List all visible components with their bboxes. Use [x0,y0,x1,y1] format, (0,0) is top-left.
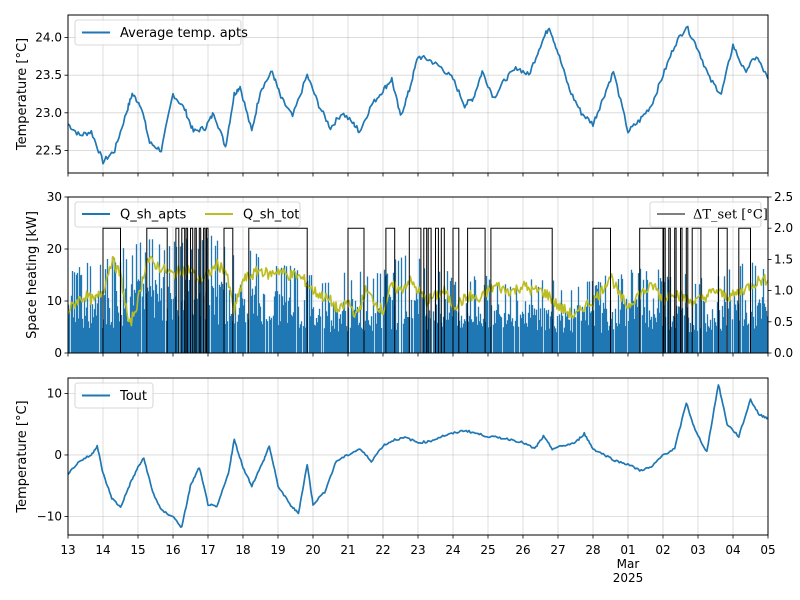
x-tick-label: 03 [690,543,705,557]
legend-frame [74,201,301,228]
y-tick-label: 23.0 [35,106,62,120]
x-tick-label: 01 [620,543,635,557]
x-tick-label: 28 [585,543,600,557]
y-tick-label: 24.0 [35,31,62,45]
x-tick-label: 21 [340,543,355,557]
x-tick-label: 19 [270,543,285,557]
y-tick-label: 22.5 [35,143,62,157]
y-tick-label: 20 [47,242,62,256]
x-tick-label: 26 [515,543,530,557]
y-tick-label: 30 [47,190,62,204]
y-axis-label: Space heating [kW] [25,211,40,339]
legend-right: ΔT_set [°C] [649,201,768,228]
y2-tick-label: 1.0 [774,284,793,298]
y-tick-label: 10 [47,386,62,400]
y-tick-label: 0 [54,346,62,360]
x-tick-label: 25 [480,543,495,557]
x-tick-label: 02 [655,543,670,557]
y2-tick-label: 2.0 [774,221,793,235]
line-tout [67,384,769,528]
legend-label: Average temp. apts [120,26,248,41]
x-tick-label: 14 [95,543,110,557]
legend-frame [649,201,762,228]
legend-label-q-sh-apts: Q_sh_apts [120,208,187,223]
y-tick-label: 10 [47,294,62,308]
x-month-label: Mar [617,557,640,571]
legend-left: Q_sh_apts Q_sh_tot [74,201,301,228]
legend-label-q-sh-tot: Q_sh_tot [243,208,299,223]
x-year-label: 2025 [613,571,644,585]
y2-tick-label: 2.5 [774,190,793,204]
y2-tick-label: 0.5 [774,315,793,329]
y-axis-label: Temperature [°C] [15,400,30,513]
x-tick-label: 16 [165,543,180,557]
panel-space-heating: 0 10 20 30 0.0 0.5 1.0 1.5 2.0 2.5 Space heating [… [25,190,793,360]
x-tick-label: 24 [445,543,460,557]
line-average-temp-apts [67,25,769,165]
x-tick-label: 17 [200,543,215,557]
y2-tick-label: 1.5 [774,252,793,266]
panel-outdoor-temperature: −10 0 10 Temperature [°C] Tout [15,377,769,539]
x-tick-label: 27 [550,543,565,557]
x-tick-label: 22 [375,543,390,557]
x-tick-label: 13 [60,543,75,557]
legend-frame [74,382,154,409]
y2-tick-label: 0.0 [774,346,793,360]
y-tick-label: 0 [54,448,62,462]
legend: Average temp. apts [74,19,248,46]
legend: Tout [74,382,154,409]
y-tick-label: −10 [37,510,62,524]
x-tick-label: 18 [235,543,250,557]
x-tick-label: 04 [725,543,740,557]
panel-apartment-temperature: 22.5 23.0 23.5 24.0 Temperature [°C] Average … [15,14,769,177]
legend-label: Tout [119,389,147,404]
y-axis-label: Temperature [°C] [15,38,30,151]
x-axis-date-labels: 13 14 15 16 17 18 19 20 21 22 23 24 25 26 27 28 01 02 03 04… [60,543,775,585]
x-tick-label: 23 [410,543,425,557]
legend-label-delta-t-set: ΔT_set [°C] [693,208,768,223]
y-tick-label: 23.5 [35,68,62,82]
x-tick-label: 15 [130,543,145,557]
x-tick-label: 05 [760,543,775,557]
legend-frame [74,19,242,46]
x-tick-label: 20 [305,543,320,557]
